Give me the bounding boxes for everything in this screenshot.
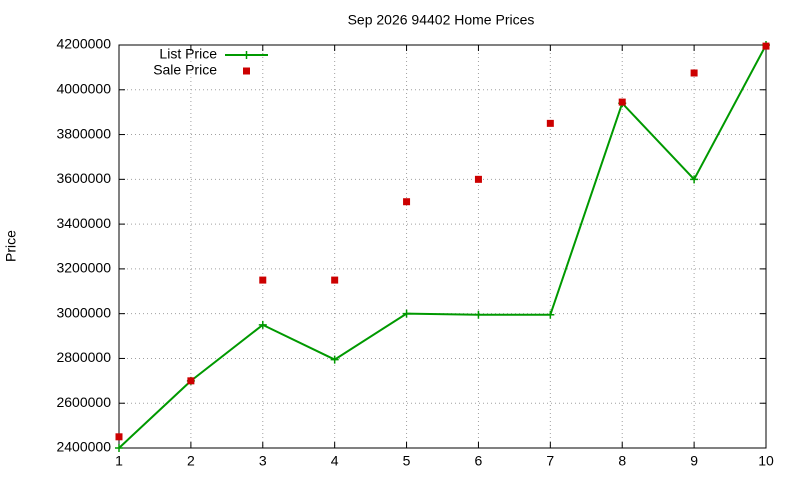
y-tick-label: 2400000	[56, 439, 111, 455]
point	[762, 42, 770, 50]
x-tick-label: 8	[618, 453, 626, 469]
point	[690, 175, 699, 184]
x-tick-label: 1	[115, 453, 123, 469]
y-tick-label: 2600000	[56, 394, 111, 410]
y-tick-label: 4200000	[56, 36, 111, 52]
legend-label: List Price	[159, 46, 217, 62]
point	[259, 276, 267, 284]
chart-title: Sep 2026 94402 Home Prices	[348, 12, 535, 28]
point	[115, 433, 123, 441]
point	[474, 175, 482, 183]
point	[546, 119, 554, 127]
y-tick-label: 3600000	[56, 170, 111, 186]
x-tick-label: 2	[187, 453, 195, 469]
x-tick-label: 6	[475, 453, 483, 469]
series-line	[118, 44, 767, 449]
y-tick-label: 2800000	[56, 349, 111, 365]
x-tick-label: 9	[690, 453, 698, 469]
point	[618, 98, 626, 106]
plot-border	[118, 44, 767, 449]
x-tick-label: 5	[403, 453, 411, 469]
y-tick-label: 3000000	[56, 304, 111, 320]
legend-swatch	[243, 67, 250, 75]
y-tick-label: 3200000	[56, 260, 111, 276]
point	[403, 198, 411, 206]
legend-swatch	[242, 51, 251, 59]
x-tick-label: 3	[259, 453, 267, 469]
point	[546, 310, 555, 319]
y-tick-label: 4000000	[56, 80, 111, 96]
y-tick-label: 3400000	[56, 215, 111, 231]
legend-label: Sale Price	[153, 62, 217, 78]
point	[474, 310, 483, 319]
point	[187, 377, 195, 385]
x-tick-label: 10	[758, 453, 774, 469]
point	[258, 320, 267, 329]
point	[115, 444, 123, 452]
x-tick-label: 4	[331, 453, 339, 469]
point	[330, 355, 339, 364]
y-tick-label: 3800000	[56, 125, 111, 141]
point	[402, 309, 411, 318]
x-tick-label: 7	[546, 453, 554, 469]
y-axis-label: Price	[3, 230, 19, 262]
point	[690, 69, 698, 77]
point	[331, 276, 339, 284]
